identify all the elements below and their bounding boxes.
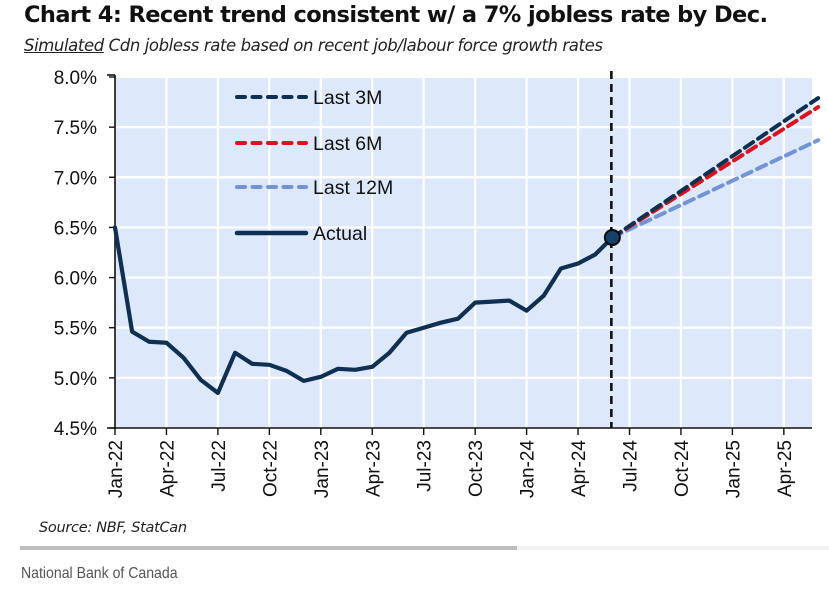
y-tick-label: 5.5%	[54, 319, 97, 340]
x-tick-label: Apr-25	[775, 440, 796, 497]
jobless-rate-chart: 4.5% 5.0% 5.5% 6.0% 6.5% 7.0% 7.5% 8.0% Jan-22 A…	[54, 68, 821, 498]
x-tick-label: Jul-23	[415, 440, 436, 492]
legend-label-last-6m: Last 6M	[313, 133, 382, 155]
y-tick-label: 5.0%	[54, 369, 97, 390]
subtitle-emphasis: Simulated	[24, 36, 104, 55]
legend-label-actual: Actual	[313, 223, 367, 245]
chart-subtitle: Simulated Cdn jobless rate based on rece…	[24, 36, 603, 55]
y-tick-label: 7.0%	[54, 168, 97, 189]
x-tick-label: Oct-24	[672, 440, 693, 497]
chart-title: Chart 4: Recent trend consistent w/ a 7%…	[24, 2, 768, 28]
plot-area	[115, 77, 812, 428]
image-caption: National Bank of Canada	[21, 565, 178, 582]
y-tick-label: 7.5%	[54, 118, 97, 139]
x-tick-label: Apr-22	[157, 440, 178, 497]
subtitle-text: Cdn jobless rate based on recent job/lab…	[103, 36, 603, 55]
x-tick-label: Jul-24	[621, 440, 642, 492]
y-tick-label: 6.0%	[54, 269, 97, 290]
series-line-actual	[112, 225, 615, 395]
legend: Last 3M Last 6M Last 12M Actual	[234, 87, 393, 245]
x-tick-label: Oct-23	[466, 440, 487, 497]
series-group	[112, 71, 821, 428]
x-tick-label: Jan-25	[723, 440, 744, 498]
series-line-last-12m	[610, 138, 821, 240]
x-tick-label: Jan-24	[518, 440, 539, 499]
highlight-point-marker	[603, 228, 621, 246]
x-tick-label: Jan-22	[106, 440, 127, 498]
x-axis-ticks: Jan-22 Apr-22 Jul-22 Oct-22 Jan-23 Apr-23 Jul-…	[106, 428, 796, 498]
gridlines	[115, 75, 812, 428]
x-tick-label: Jan-23	[312, 440, 333, 498]
horizontal-scrollbar-thumb[interactable]	[20, 546, 517, 550]
legend-label-last-12m: Last 12M	[313, 177, 393, 199]
x-tick-label: Apr-23	[363, 440, 384, 497]
legend-label-last-3m: Last 3M	[313, 87, 382, 109]
y-tick-label: 4.5%	[54, 419, 97, 440]
axes	[107, 74, 812, 429]
series-line-last-3m	[610, 96, 821, 240]
source-note: Source: NBF, StatCan	[39, 520, 187, 536]
x-tick-label: Apr-24	[569, 440, 590, 497]
y-tick-label: 6.5%	[54, 218, 97, 239]
x-tick-label: Jul-22	[209, 440, 230, 492]
y-tick-label: 8.0%	[54, 68, 97, 89]
x-tick-label: Oct-22	[260, 440, 281, 497]
y-axis-ticks: 4.5% 5.0% 5.5% 6.0% 6.5% 7.0% 7.5% 8.0%	[54, 68, 115, 440]
